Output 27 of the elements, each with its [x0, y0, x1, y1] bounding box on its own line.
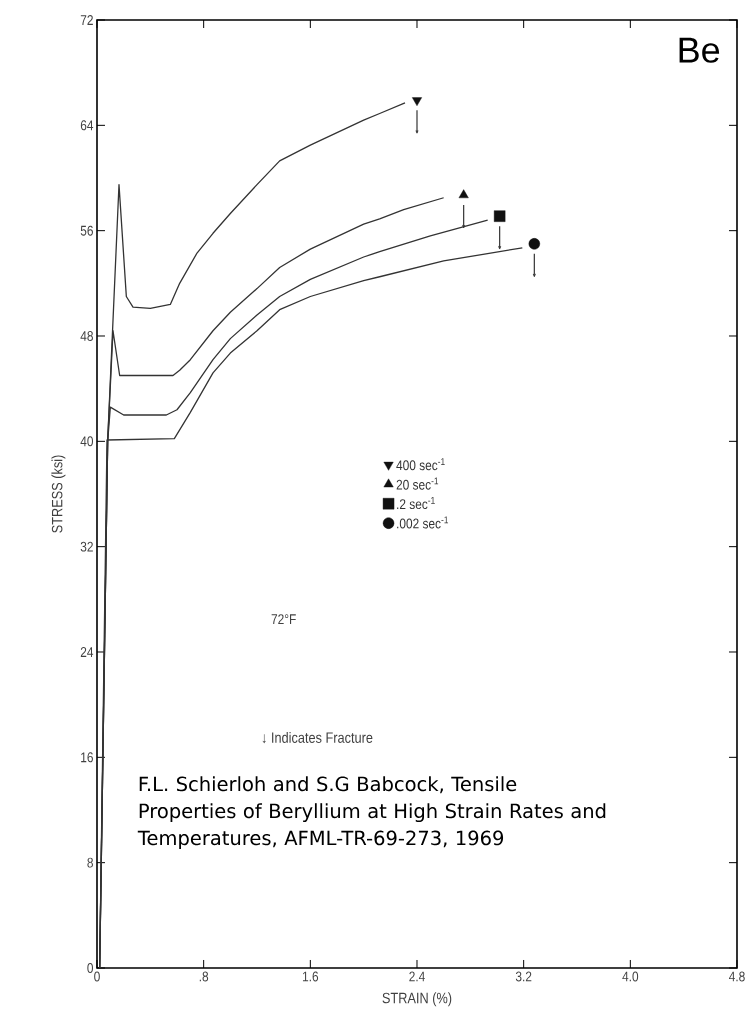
legend-label: 20 sec$^{-1}$	[396, 477, 439, 490]
y-tick-label: 8	[87, 857, 94, 868]
x-tick-label: 1.6	[303, 971, 319, 982]
y-tick-label: 48	[80, 331, 94, 341]
chart-title: Be	[679, 37, 720, 63]
x-tick-label: 3.2	[516, 971, 532, 982]
x-tick-label: .8	[200, 971, 209, 982]
y-tick-label: 72	[81, 15, 94, 25]
x-tick-label: 2.4	[409, 971, 426, 982]
y-tick-label: 40	[80, 436, 94, 447]
x-axis-title: STRAIN (%)	[382, 992, 452, 1007]
x-tick-label: 4.8	[729, 971, 745, 982]
y-tick-label: 64	[81, 120, 94, 131]
x-tick-label: 4.0	[622, 971, 639, 982]
annotation: 72°F	[271, 614, 297, 624]
annotation: ↓ Indicates Fracture	[262, 731, 373, 744]
annotation: F.L. Schierloh and S.G Babcock, Tensile Properties of Beryllium at High Strain Rates and Temperatures, AFML-TR-69-273, 1969	[137, 776, 606, 850]
y-tick-label: 32	[80, 541, 94, 552]
x-tick-label: 0	[94, 971, 101, 982]
y-tick-label: 24	[81, 647, 94, 657]
legend-label: .002 sec$^{-1}$	[397, 516, 449, 529]
legend-label: 400 sec$^{-1}$	[396, 458, 445, 471]
y-tick-label: 56	[80, 225, 94, 236]
y-tick-label: 0	[87, 963, 94, 973]
legend-label: .2 sec$^{-1}$	[397, 497, 435, 510]
y-tick-label: 16	[81, 752, 94, 763]
y-axis-title: STRESS (ksi)	[51, 455, 66, 533]
